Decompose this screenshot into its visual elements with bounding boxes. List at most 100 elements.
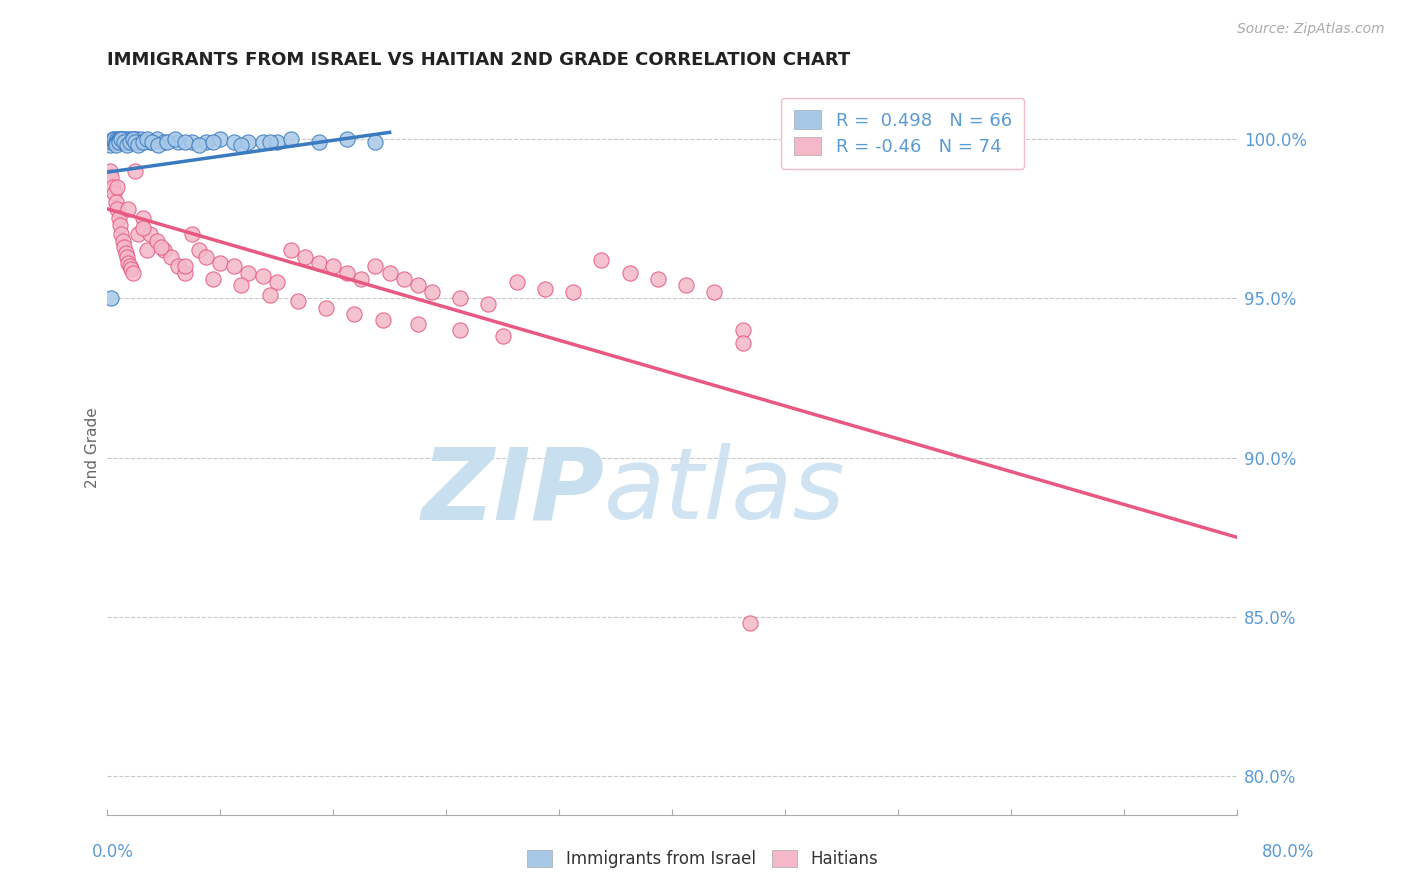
- Point: [231, 278, 253, 293]
- Point: [336, 266, 359, 280]
- Point: [406, 278, 429, 293]
- Point: [294, 250, 316, 264]
- Point: [107, 135, 129, 149]
- Point: [364, 135, 387, 149]
- Point: [108, 132, 131, 146]
- Point: [114, 246, 136, 260]
- Point: [287, 294, 309, 309]
- Point: [105, 202, 128, 216]
- Point: [103, 186, 125, 200]
- Point: [105, 179, 128, 194]
- Point: [449, 291, 471, 305]
- Point: [117, 132, 139, 146]
- Point: [105, 135, 128, 149]
- Point: [131, 221, 153, 235]
- Point: [174, 259, 197, 273]
- Point: [231, 138, 253, 153]
- Point: [159, 250, 181, 264]
- Point: [449, 323, 471, 337]
- Point: [322, 259, 344, 273]
- Point: [110, 135, 132, 149]
- Point: [103, 132, 125, 146]
- Point: [350, 272, 373, 286]
- Point: [111, 132, 134, 146]
- Point: [647, 272, 669, 286]
- Point: [129, 132, 152, 146]
- Point: [135, 244, 157, 258]
- Point: [138, 227, 160, 242]
- Point: [103, 135, 125, 149]
- Point: [738, 616, 761, 631]
- Point: [675, 278, 697, 293]
- Point: [562, 285, 585, 299]
- Point: [112, 135, 135, 149]
- Point: [308, 256, 330, 270]
- Point: [202, 135, 225, 149]
- Point: [364, 259, 387, 273]
- Legend: Immigrants from Israel, Haitians: Immigrants from Israel, Haitians: [520, 843, 886, 875]
- Point: [124, 135, 146, 149]
- Point: [149, 240, 172, 254]
- Point: [112, 135, 135, 149]
- Point: [280, 244, 302, 258]
- Point: [108, 135, 131, 149]
- Point: [477, 297, 499, 311]
- Text: IMMIGRANTS FROM ISRAEL VS HAITIAN 2ND GRADE CORRELATION CHART: IMMIGRANTS FROM ISRAEL VS HAITIAN 2ND GR…: [107, 51, 851, 69]
- Point: [125, 132, 148, 146]
- Point: [124, 163, 146, 178]
- Text: ZIP: ZIP: [422, 443, 605, 541]
- Point: [252, 268, 274, 283]
- Point: [107, 211, 129, 226]
- Point: [146, 138, 169, 153]
- Point: [135, 132, 157, 146]
- Point: [202, 272, 225, 286]
- Text: atlas: atlas: [605, 443, 846, 541]
- Point: [145, 234, 167, 248]
- Point: [155, 135, 177, 149]
- Point: [280, 132, 302, 146]
- Point: [117, 202, 139, 216]
- Point: [308, 135, 330, 149]
- Point: [127, 135, 149, 149]
- Point: [105, 132, 128, 146]
- Point: [224, 135, 246, 149]
- Point: [138, 135, 160, 149]
- Point: [238, 135, 260, 149]
- Point: [131, 211, 153, 226]
- Point: [122, 132, 145, 146]
- Point: [118, 259, 141, 273]
- Point: [131, 135, 153, 149]
- Point: [124, 135, 146, 149]
- Point: [731, 335, 754, 350]
- Point: [406, 317, 429, 331]
- Point: [112, 240, 135, 254]
- Point: [121, 135, 143, 149]
- Point: [117, 256, 139, 270]
- Point: [378, 266, 401, 280]
- Text: 80.0%: 80.0%: [1263, 843, 1315, 861]
- Point: [491, 329, 513, 343]
- Point: [141, 135, 163, 149]
- Point: [181, 135, 204, 149]
- Point: [107, 132, 129, 146]
- Text: Source: ZipAtlas.com: Source: ZipAtlas.com: [1237, 22, 1385, 37]
- Point: [104, 138, 127, 153]
- Y-axis label: 2nd Grade: 2nd Grade: [86, 408, 100, 488]
- Point: [343, 307, 366, 321]
- Point: [100, 291, 122, 305]
- Point: [127, 227, 149, 242]
- Point: [591, 252, 613, 267]
- Point: [111, 234, 134, 248]
- Point: [145, 132, 167, 146]
- Point: [110, 132, 132, 146]
- Point: [100, 169, 122, 184]
- Point: [121, 132, 143, 146]
- Point: [188, 138, 211, 153]
- Point: [104, 135, 127, 149]
- Point: [100, 135, 122, 149]
- Point: [238, 266, 260, 280]
- Point: [114, 132, 136, 146]
- Point: [209, 256, 232, 270]
- Point: [104, 195, 127, 210]
- Point: [115, 138, 138, 153]
